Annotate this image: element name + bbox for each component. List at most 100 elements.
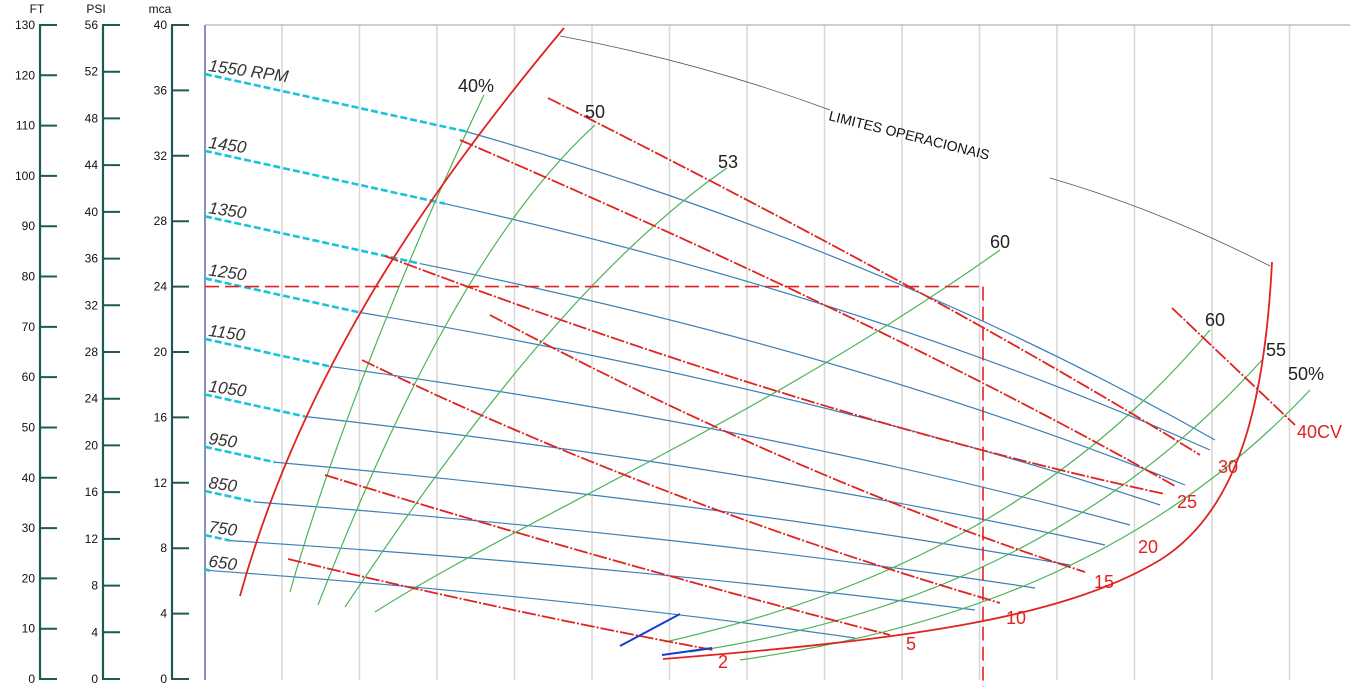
power-curves xyxy=(287,97,1296,656)
axis-title-mca: mca xyxy=(149,2,172,16)
rpm-label: 850 xyxy=(207,473,238,496)
limits-pointer-line xyxy=(1049,177,1271,267)
rpm-curve xyxy=(229,540,976,611)
tick-label-ft: 100 xyxy=(15,169,35,183)
rpm-label: 1350 xyxy=(207,198,248,222)
efficiency-curve xyxy=(664,329,1211,643)
tick-label-psi: 48 xyxy=(85,111,99,125)
tick-label-mca: 0 xyxy=(160,672,167,686)
rpm-curve xyxy=(444,203,1211,451)
limit-boundary-right xyxy=(662,261,1273,660)
rpm-curve-dash xyxy=(204,149,446,205)
efficiency-label: 60 xyxy=(990,232,1010,252)
tick-label-psi: 24 xyxy=(85,392,99,406)
rpm-label: 1050 xyxy=(207,377,248,401)
efficiency-curve xyxy=(374,249,1001,613)
rpm-curve xyxy=(359,311,1161,506)
tick-label-ft: 0 xyxy=(28,672,35,686)
rpm-curve-dash xyxy=(204,568,211,572)
rpm-curve xyxy=(419,263,1186,486)
power-curve xyxy=(287,558,714,651)
tick-label-ft: 60 xyxy=(22,370,36,384)
tick-label-mca: 8 xyxy=(160,541,167,555)
rpm-label: 1450 xyxy=(207,133,248,157)
grid xyxy=(204,24,1350,680)
tick-label-ft: 90 xyxy=(22,219,36,233)
tick-label-mca: 12 xyxy=(154,476,168,490)
tick-label-ft: 130 xyxy=(15,18,35,32)
tick-label-ft: 70 xyxy=(22,320,36,334)
tick-label-psi: 52 xyxy=(85,65,99,79)
tick-label-psi: 8 xyxy=(91,579,98,593)
rpm-curve xyxy=(304,415,1106,546)
tick-label-psi: 40 xyxy=(85,205,99,219)
power-label: 10 xyxy=(1006,608,1026,628)
efficiency-label: 53 xyxy=(718,152,738,172)
power-curve xyxy=(324,474,891,636)
power-curve xyxy=(1171,307,1296,426)
axes: FT0102030405060708090100110120130PSI0481… xyxy=(15,2,189,686)
tick-label-psi: 44 xyxy=(85,158,99,172)
tick-label-ft: 40 xyxy=(22,471,36,485)
power-label: 30 xyxy=(1218,457,1238,477)
tick-label-ft: 10 xyxy=(22,622,36,636)
tick-label-mca: 16 xyxy=(154,410,168,424)
efficiency-label: 60 xyxy=(1205,310,1225,330)
rpm-curve-dash xyxy=(204,277,361,314)
tick-label-psi: 4 xyxy=(91,625,98,639)
power-curve xyxy=(361,359,1001,604)
power-marker-line xyxy=(619,613,713,656)
tick-label-ft: 120 xyxy=(15,68,35,82)
rpm-label: 650 xyxy=(207,552,238,575)
tick-label-psi: 0 xyxy=(91,672,98,686)
tick-label-psi: 28 xyxy=(85,345,99,359)
tick-label-psi: 16 xyxy=(85,485,99,499)
efficiency-curve xyxy=(289,94,485,593)
rpm-curve-dash xyxy=(204,393,306,418)
power-label: 20 xyxy=(1138,537,1158,557)
limits-pointer-line xyxy=(559,35,831,111)
tick-label-mca: 24 xyxy=(154,280,168,294)
power-label: 15 xyxy=(1094,572,1114,592)
rpm-label: 1550 RPM xyxy=(207,56,290,86)
power-label: 25 xyxy=(1177,492,1197,512)
rpm-curve xyxy=(254,501,1036,589)
power-label: 5 xyxy=(906,634,916,654)
axis-title-ft: FT xyxy=(30,2,45,16)
efficiency-curve xyxy=(344,167,728,608)
limits-label: LIMITES OPERACIONAIS xyxy=(827,107,991,162)
efficiency-curve xyxy=(689,359,1263,653)
tick-label-mca: 40 xyxy=(154,18,168,32)
rpm-curve xyxy=(329,365,1131,526)
rpm-curve xyxy=(464,130,1216,441)
tick-label-mca: 4 xyxy=(160,607,167,621)
tick-label-psi: 12 xyxy=(85,532,99,546)
operating-limits xyxy=(205,27,1273,687)
axis-title-psi: PSI xyxy=(86,2,105,16)
efficiency-curves xyxy=(289,94,1311,661)
efficiency-curve xyxy=(317,124,596,606)
tick-label-ft: 30 xyxy=(22,521,36,535)
tick-label-psi: 36 xyxy=(85,252,99,266)
rpm-curve xyxy=(209,569,856,639)
rpm-curve-dash xyxy=(204,533,231,542)
rpm-curve xyxy=(274,461,1071,566)
rpm-label: 1250 xyxy=(207,261,248,285)
tick-label-ft: 80 xyxy=(22,270,36,284)
tick-label-ft: 20 xyxy=(22,571,36,585)
power-curve xyxy=(459,139,1176,487)
tick-label-mca: 32 xyxy=(154,149,168,163)
rpm-curve-dash xyxy=(204,215,421,265)
efficiency-label: 55 xyxy=(1266,340,1286,360)
rpm-curves xyxy=(204,72,1216,639)
tick-label-mca: 36 xyxy=(154,83,168,97)
tick-label-psi: 56 xyxy=(85,18,99,32)
tick-label-mca: 20 xyxy=(154,345,168,359)
power-label: 2 xyxy=(718,652,728,672)
rpm-curve-dash xyxy=(204,72,466,133)
limit-boundary-left xyxy=(239,27,565,597)
tick-label-ft: 50 xyxy=(22,420,36,434)
tick-label-psi: 32 xyxy=(85,298,99,312)
